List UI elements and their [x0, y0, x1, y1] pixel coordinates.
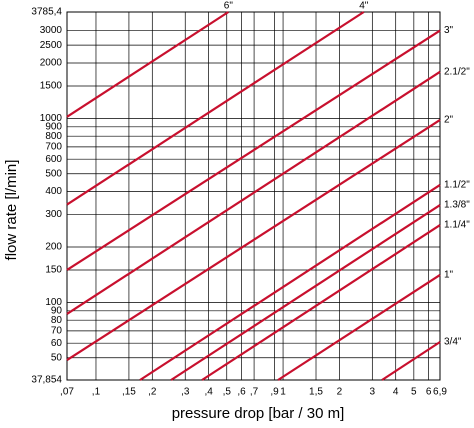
series-line — [66, 29, 441, 271]
series-label: 4" — [359, 1, 369, 12]
x-tick-label: ,2 — [148, 387, 157, 398]
x-tick-label: 2 — [337, 387, 343, 398]
x-tick-label: ,6 — [237, 387, 246, 398]
y-tick-label: 400 — [45, 186, 62, 197]
x-axis-label: pressure drop [bar / 30 m] — [172, 405, 345, 422]
y-tick-label: 2500 — [40, 40, 63, 51]
series-label: 2" — [444, 115, 454, 126]
x-tick-label: ,07 — [60, 387, 74, 398]
y-tick-label: 700 — [45, 142, 62, 153]
series-label: 1.1/2" — [444, 180, 470, 191]
x-tick-label: ,4 — [204, 387, 213, 398]
y-tick-label: 900 — [45, 121, 62, 132]
series-line — [66, 119, 441, 361]
series-label: 1.3/8" — [444, 200, 470, 211]
series-label: 1.1/4" — [444, 220, 470, 231]
y-tick-label: 90 — [51, 305, 63, 316]
y-tick-label: 300 — [45, 209, 62, 220]
y-tick-label: 1000 — [40, 113, 63, 124]
x-tick-label: 5 — [411, 387, 417, 398]
y-tick-label: 70 — [51, 326, 63, 337]
y-tick-label: 3000 — [40, 25, 63, 36]
x-tick-label: 1,5 — [309, 387, 323, 398]
x-tick-label: ,1 — [92, 387, 101, 398]
plot-frame — [66, 11, 441, 381]
series-line — [66, 11, 365, 206]
y-tick-label: 100 — [45, 297, 62, 308]
series-label: 1" — [444, 270, 454, 281]
series-line — [66, 11, 229, 118]
x-tick-label: 1 — [280, 387, 286, 398]
y-tick-label: 200 — [45, 242, 62, 253]
y-tick-label: 37,854 — [31, 375, 62, 386]
series-line — [139, 183, 441, 381]
series-label: 2.1/2" — [444, 66, 470, 77]
series-line — [277, 273, 441, 381]
series-label: 3/4" — [444, 337, 462, 348]
y-axis-label: flow rate [l/min] — [3, 160, 20, 261]
y-tick-label: 1500 — [40, 81, 63, 92]
series-label: 3" — [444, 25, 454, 36]
y-tick-label: 80 — [51, 315, 63, 326]
x-tick-label: 6,9 — [433, 387, 447, 398]
y-tick-label: 800 — [45, 131, 62, 142]
y-tick-label: 500 — [45, 168, 62, 179]
x-tick-label: ,15 — [122, 387, 136, 398]
y-tick-label: 2000 — [40, 58, 63, 69]
x-tick-label: ,5 — [223, 387, 232, 398]
x-tick-label: 6 — [426, 387, 432, 398]
x-tick-label: ,3 — [181, 387, 190, 398]
series-line — [170, 204, 441, 381]
y-tick-label: 3785,4 — [31, 7, 62, 18]
series-line — [66, 70, 441, 315]
y-tick-label: 150 — [45, 265, 62, 276]
series-line — [381, 341, 441, 381]
x-tick-label: 4 — [393, 387, 399, 398]
x-tick-label: ,7 — [250, 387, 259, 398]
x-tick-label: ,9 — [270, 387, 279, 398]
series-line — [201, 224, 441, 381]
y-tick-label: 60 — [51, 338, 63, 349]
x-tick-label: 3 — [370, 387, 376, 398]
y-tick-label: 600 — [45, 154, 62, 165]
series-label: 6" — [224, 1, 234, 12]
y-tick-label: 50 — [51, 352, 63, 363]
